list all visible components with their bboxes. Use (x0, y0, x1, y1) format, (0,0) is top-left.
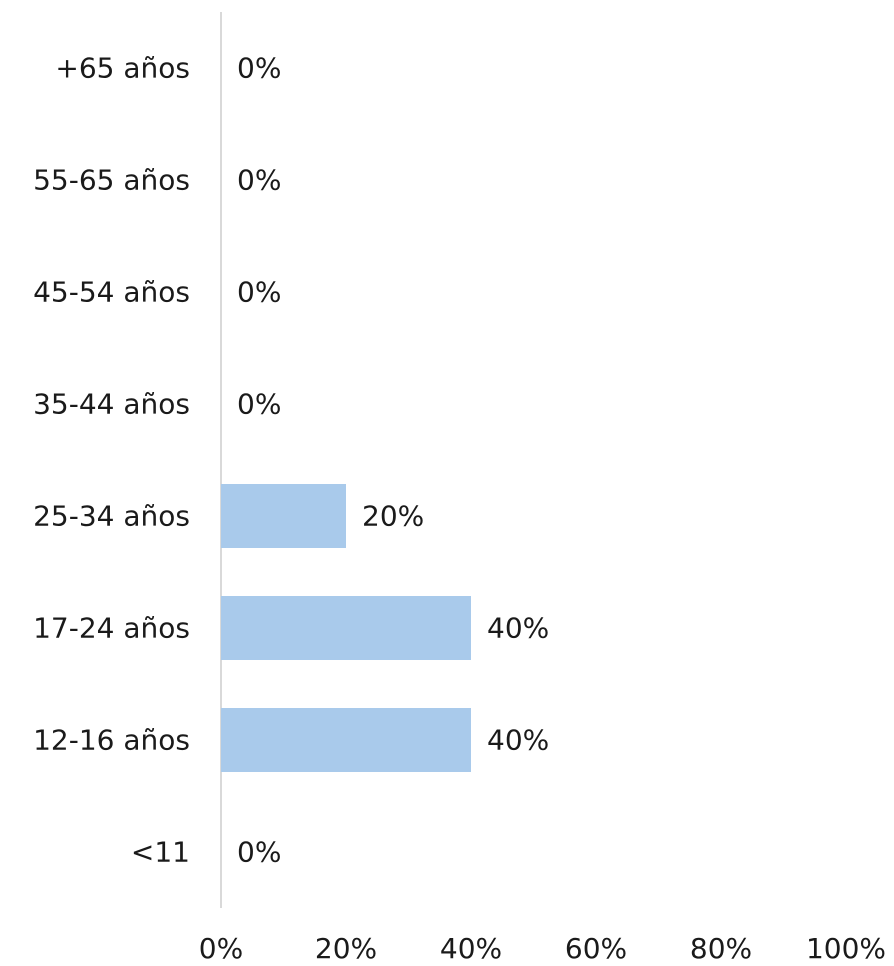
data-label: 40% (487, 724, 549, 757)
x-tick-label: 0% (199, 932, 243, 962)
category-label: 35-44 años (33, 388, 190, 421)
data-label: 0% (237, 836, 281, 869)
category-label: 17-24 años (33, 612, 190, 645)
bar (221, 596, 471, 660)
data-label: 0% (237, 388, 281, 421)
category-label: 55-65 años (33, 164, 190, 197)
category-label: <11 (131, 836, 190, 869)
data-label: 0% (237, 52, 281, 85)
x-tick-label: 80% (690, 932, 752, 962)
category-label: 45-54 años (33, 276, 190, 309)
bar (221, 484, 346, 548)
bar (221, 708, 471, 772)
x-tick-label: 40% (440, 932, 502, 962)
data-label: 0% (237, 276, 281, 309)
x-tick-label: 60% (565, 932, 627, 962)
category-label: +65 años (55, 52, 190, 85)
x-tick-label: 100% (806, 932, 886, 962)
category-label: 25-34 años (33, 500, 190, 533)
data-label: 40% (487, 612, 549, 645)
data-label: 0% (237, 164, 281, 197)
category-label: 12-16 años (33, 724, 190, 757)
data-label: 20% (362, 500, 424, 533)
x-tick-label: 20% (315, 932, 377, 962)
